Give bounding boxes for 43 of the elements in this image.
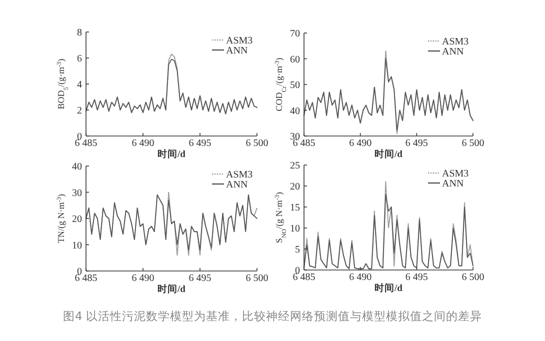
y-tick-label: 8 bbox=[77, 28, 82, 38]
y-tick-label: 60 bbox=[290, 54, 300, 66]
y-tick-label: 50 bbox=[290, 80, 300, 91]
x-axis-title: 时间/d bbox=[374, 282, 404, 294]
legend-label: ANN bbox=[226, 46, 248, 56]
y-tick-label: 5 bbox=[295, 244, 300, 256]
y-tick-label: 25 bbox=[290, 160, 300, 172]
x-tick-label: 6 485 bbox=[292, 138, 316, 149]
y-tick-label: 15 bbox=[290, 202, 300, 214]
x-tick-label: 6 500 bbox=[462, 138, 484, 149]
x-tick-label: 6 500 bbox=[246, 273, 268, 284]
y-tick-label: 20 bbox=[290, 182, 300, 192]
y-tick-label: 20 bbox=[72, 214, 82, 225]
y-tick-label: 40 bbox=[290, 106, 300, 117]
x-tick-label: 6 490 bbox=[132, 273, 154, 284]
y-tick-label: 4 bbox=[77, 80, 82, 90]
y-tick-label: 40 bbox=[72, 162, 82, 172]
x-axis-title: 时间/d bbox=[374, 148, 404, 160]
y-tick-label: 6 bbox=[77, 54, 82, 64]
y-tick-label: 30 bbox=[72, 188, 82, 199]
x-tick-label: 6 495 bbox=[405, 272, 428, 283]
y-tick-label: 2 bbox=[77, 106, 82, 116]
legend-label: ASM3 bbox=[226, 170, 253, 180]
x-tick-label: 6 490 bbox=[132, 138, 154, 149]
x-tick-label: 6 490 bbox=[349, 272, 372, 283]
x-tick-label: 6 500 bbox=[462, 272, 484, 283]
x-tick-label: 6 490 bbox=[349, 138, 372, 149]
x-tick-label: 6 495 bbox=[405, 138, 428, 149]
x-axis-title: 时间/d bbox=[158, 283, 186, 295]
y-tick-label: 10 bbox=[72, 240, 82, 252]
caption: 图4 以活性污泥数学模型为基准，比较神经网络预测值与模型模拟值之间的差异 bbox=[63, 309, 482, 323]
x-tick-label: 6 500 bbox=[246, 138, 268, 149]
legend-label: ANN bbox=[442, 178, 464, 190]
legend-label: ANN bbox=[226, 180, 248, 190]
x-tick-label: 6 495 bbox=[188, 138, 212, 149]
legend-label: ASM3 bbox=[442, 36, 469, 48]
legend-label: ASM3 bbox=[442, 168, 469, 180]
x-tick-label: 6 495 bbox=[188, 273, 212, 284]
y-tick-label: 10 bbox=[290, 224, 300, 234]
x-axis-title: 时间/d bbox=[158, 148, 186, 160]
legend-label: ANN bbox=[442, 46, 464, 58]
y-tick-label: 70 bbox=[290, 28, 300, 40]
legend-label: ASM3 bbox=[226, 36, 253, 46]
